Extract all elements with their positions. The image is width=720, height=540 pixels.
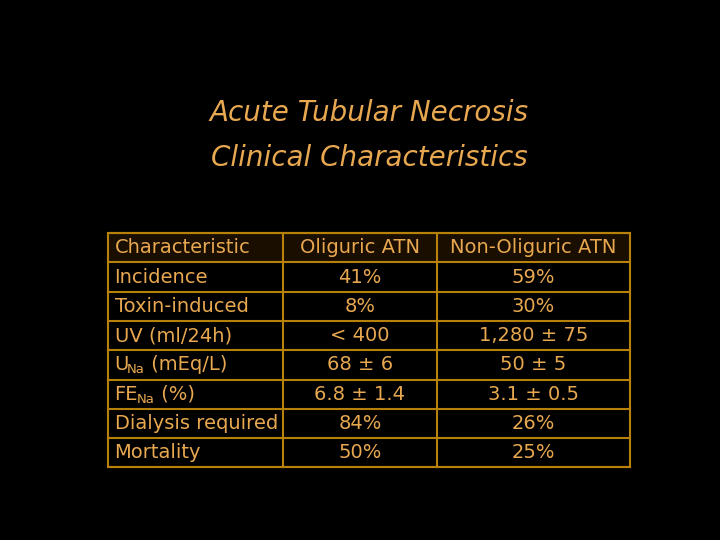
Text: 3.1 ± 0.5: 3.1 ± 0.5	[488, 384, 579, 403]
Text: 30%: 30%	[512, 297, 555, 316]
Text: Toxin-induced: Toxin-induced	[114, 297, 248, 316]
Text: 84%: 84%	[338, 414, 382, 433]
Text: 68 ± 6: 68 ± 6	[327, 355, 393, 374]
Text: 41%: 41%	[338, 268, 382, 287]
Text: (mEq/L): (mEq/L)	[145, 355, 228, 374]
Text: Non-Oliguric ATN: Non-Oliguric ATN	[450, 238, 617, 258]
Text: < 400: < 400	[330, 326, 390, 345]
Text: FE: FE	[114, 384, 138, 403]
Text: UV (ml/24h): UV (ml/24h)	[114, 326, 232, 345]
Text: Na: Na	[127, 363, 145, 376]
Text: Dialysis required: Dialysis required	[114, 414, 278, 433]
Text: 26%: 26%	[512, 414, 555, 433]
Text: Clinical Characteristics: Clinical Characteristics	[211, 144, 527, 172]
Text: 25%: 25%	[512, 443, 555, 462]
Text: 50%: 50%	[338, 443, 382, 462]
Text: 50 ± 5: 50 ± 5	[500, 355, 567, 374]
Bar	[108, 233, 630, 467]
Text: Acute Tubular Necrosis: Acute Tubular Necrosis	[210, 99, 528, 126]
Bar	[108, 233, 630, 262]
Text: 6.8 ± 1.4: 6.8 ± 1.4	[315, 384, 405, 403]
Text: Oliguric ATN: Oliguric ATN	[300, 238, 420, 258]
Text: 8%: 8%	[344, 297, 375, 316]
Text: Mortality: Mortality	[114, 443, 201, 462]
Text: Incidence: Incidence	[114, 268, 208, 287]
Text: Characteristic: Characteristic	[114, 238, 251, 258]
Text: Na: Na	[137, 393, 155, 406]
Text: 1,280 ± 75: 1,280 ± 75	[479, 326, 588, 345]
Text: U: U	[114, 355, 129, 374]
Text: (%): (%)	[156, 384, 195, 403]
Text: 59%: 59%	[512, 268, 555, 287]
